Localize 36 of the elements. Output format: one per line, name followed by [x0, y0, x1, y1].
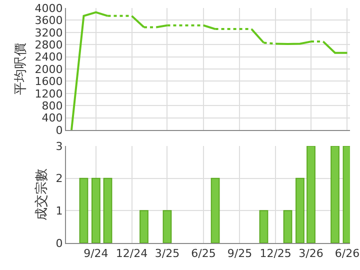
bar: [330, 146, 340, 243]
bar: [140, 210, 148, 243]
y-axis-title: 成交宗數: [34, 168, 50, 220]
x-tick-label: 3/26: [298, 247, 324, 260]
bar: [103, 178, 112, 243]
bar: [296, 178, 304, 243]
y-axis-title: 平均呎價: [14, 43, 29, 95]
x-tick-label: 12/24: [116, 247, 148, 260]
y-tick-label: 400: [42, 112, 63, 125]
bar: [162, 210, 172, 243]
bar: [79, 178, 88, 243]
x-tick-label: 3/25: [154, 247, 180, 260]
bar: [92, 178, 100, 243]
y-tick-label: 4000: [34, 2, 63, 15]
y-tick-label: 3200: [34, 26, 63, 40]
x-tick-label: 12/25: [260, 247, 292, 260]
x-tick-label: 6/26: [334, 247, 360, 260]
y-tick-label: 2400: [34, 50, 63, 64]
y-tick-label: 1600: [34, 75, 63, 88]
y-tick-label: 2800: [34, 38, 63, 52]
x-tick-label: 9/25: [227, 247, 252, 260]
y-tick-label: 800: [42, 99, 63, 112]
y-tick-label: 1200: [34, 87, 63, 100]
y-tick-label: 0: [56, 236, 63, 250]
x-tick-label: 9/24: [84, 247, 108, 260]
bar: [210, 178, 220, 243]
y-tick-label: 3600: [34, 14, 63, 28]
bar: [259, 210, 268, 243]
y-tick-label: 2: [56, 172, 63, 186]
bar: [306, 146, 316, 243]
y-tick-label: 2000: [34, 62, 63, 76]
y-tick-label: 0: [56, 124, 63, 137]
bar: [283, 210, 292, 243]
y-tick-label: 1: [56, 204, 63, 218]
y-tick-label: 3: [56, 140, 63, 153]
x-tick-label: 6/25: [191, 247, 216, 260]
